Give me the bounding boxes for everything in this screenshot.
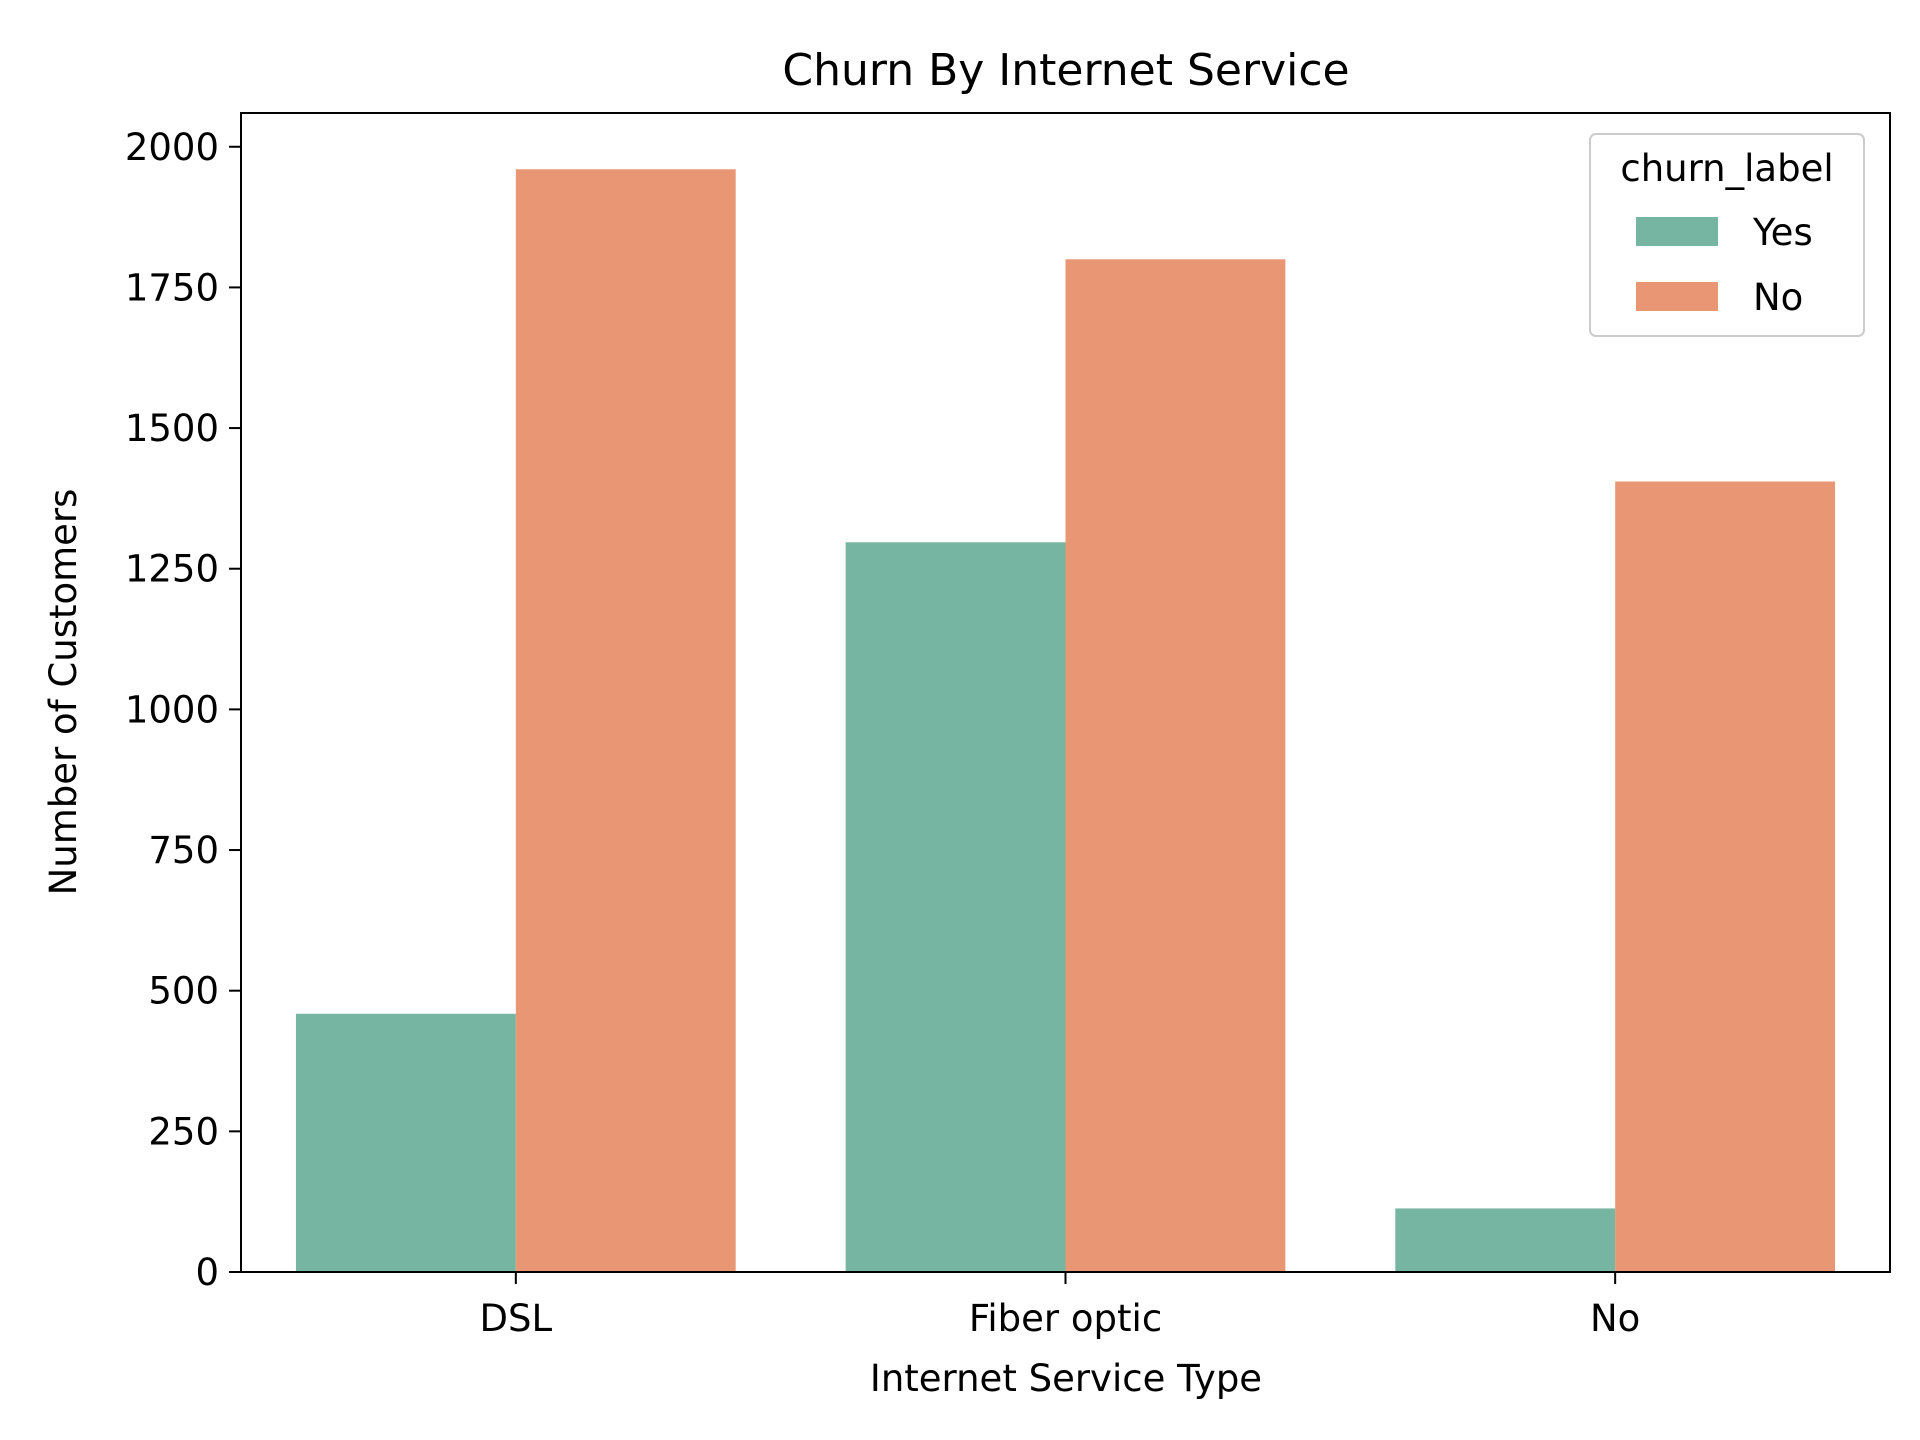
x-tick-label-fiber-optic: Fiber optic [969,1297,1162,1340]
legend-swatch-yes [1636,217,1718,246]
y-tick-label-1250: 1250 [125,548,219,591]
x-tick-label-no: No [1590,1297,1640,1340]
y-axis-label: Number of Customers [42,489,85,896]
y-tick-label-1500: 1500 [125,407,219,450]
y-axis: 0 250 500 750 1000 1250 1500 1750 2000 [125,126,241,1294]
y-tick-label-1750: 1750 [125,266,219,309]
bar-fiber-optic-yes [845,542,1066,1272]
legend-title: churn_label [1620,147,1833,190]
legend-swatch-no [1636,282,1718,311]
legend: churn_label Yes No [1589,133,1865,337]
y-tick-label-250: 250 [148,1110,219,1153]
bars-group [295,169,1836,1273]
x-axis-label: Internet Service Type [870,1357,1262,1400]
plot-area-frame [240,112,1891,1273]
bar-no-yes [1395,1208,1616,1272]
chart-title: Churn By Internet Service [782,45,1349,96]
bar-dsl-yes [295,1013,516,1272]
y-tick-label-2000: 2000 [125,126,219,169]
legend-label-no: No [1753,276,1803,319]
legend-label-yes: Yes [1752,211,1813,254]
bar-no-no [1615,481,1836,1273]
y-tick-label-1000: 1000 [125,688,219,731]
y-tick-label-0: 0 [195,1251,219,1294]
y-tick-label-750: 750 [148,829,219,872]
x-tick-label-dsl: DSL [480,1297,553,1340]
bar-fiber-optic-no [1065,259,1286,1272]
bar-dsl-no [515,169,736,1273]
x-axis: DSL Fiber optic No [480,1272,1640,1340]
y-tick-label-500: 500 [148,970,219,1013]
